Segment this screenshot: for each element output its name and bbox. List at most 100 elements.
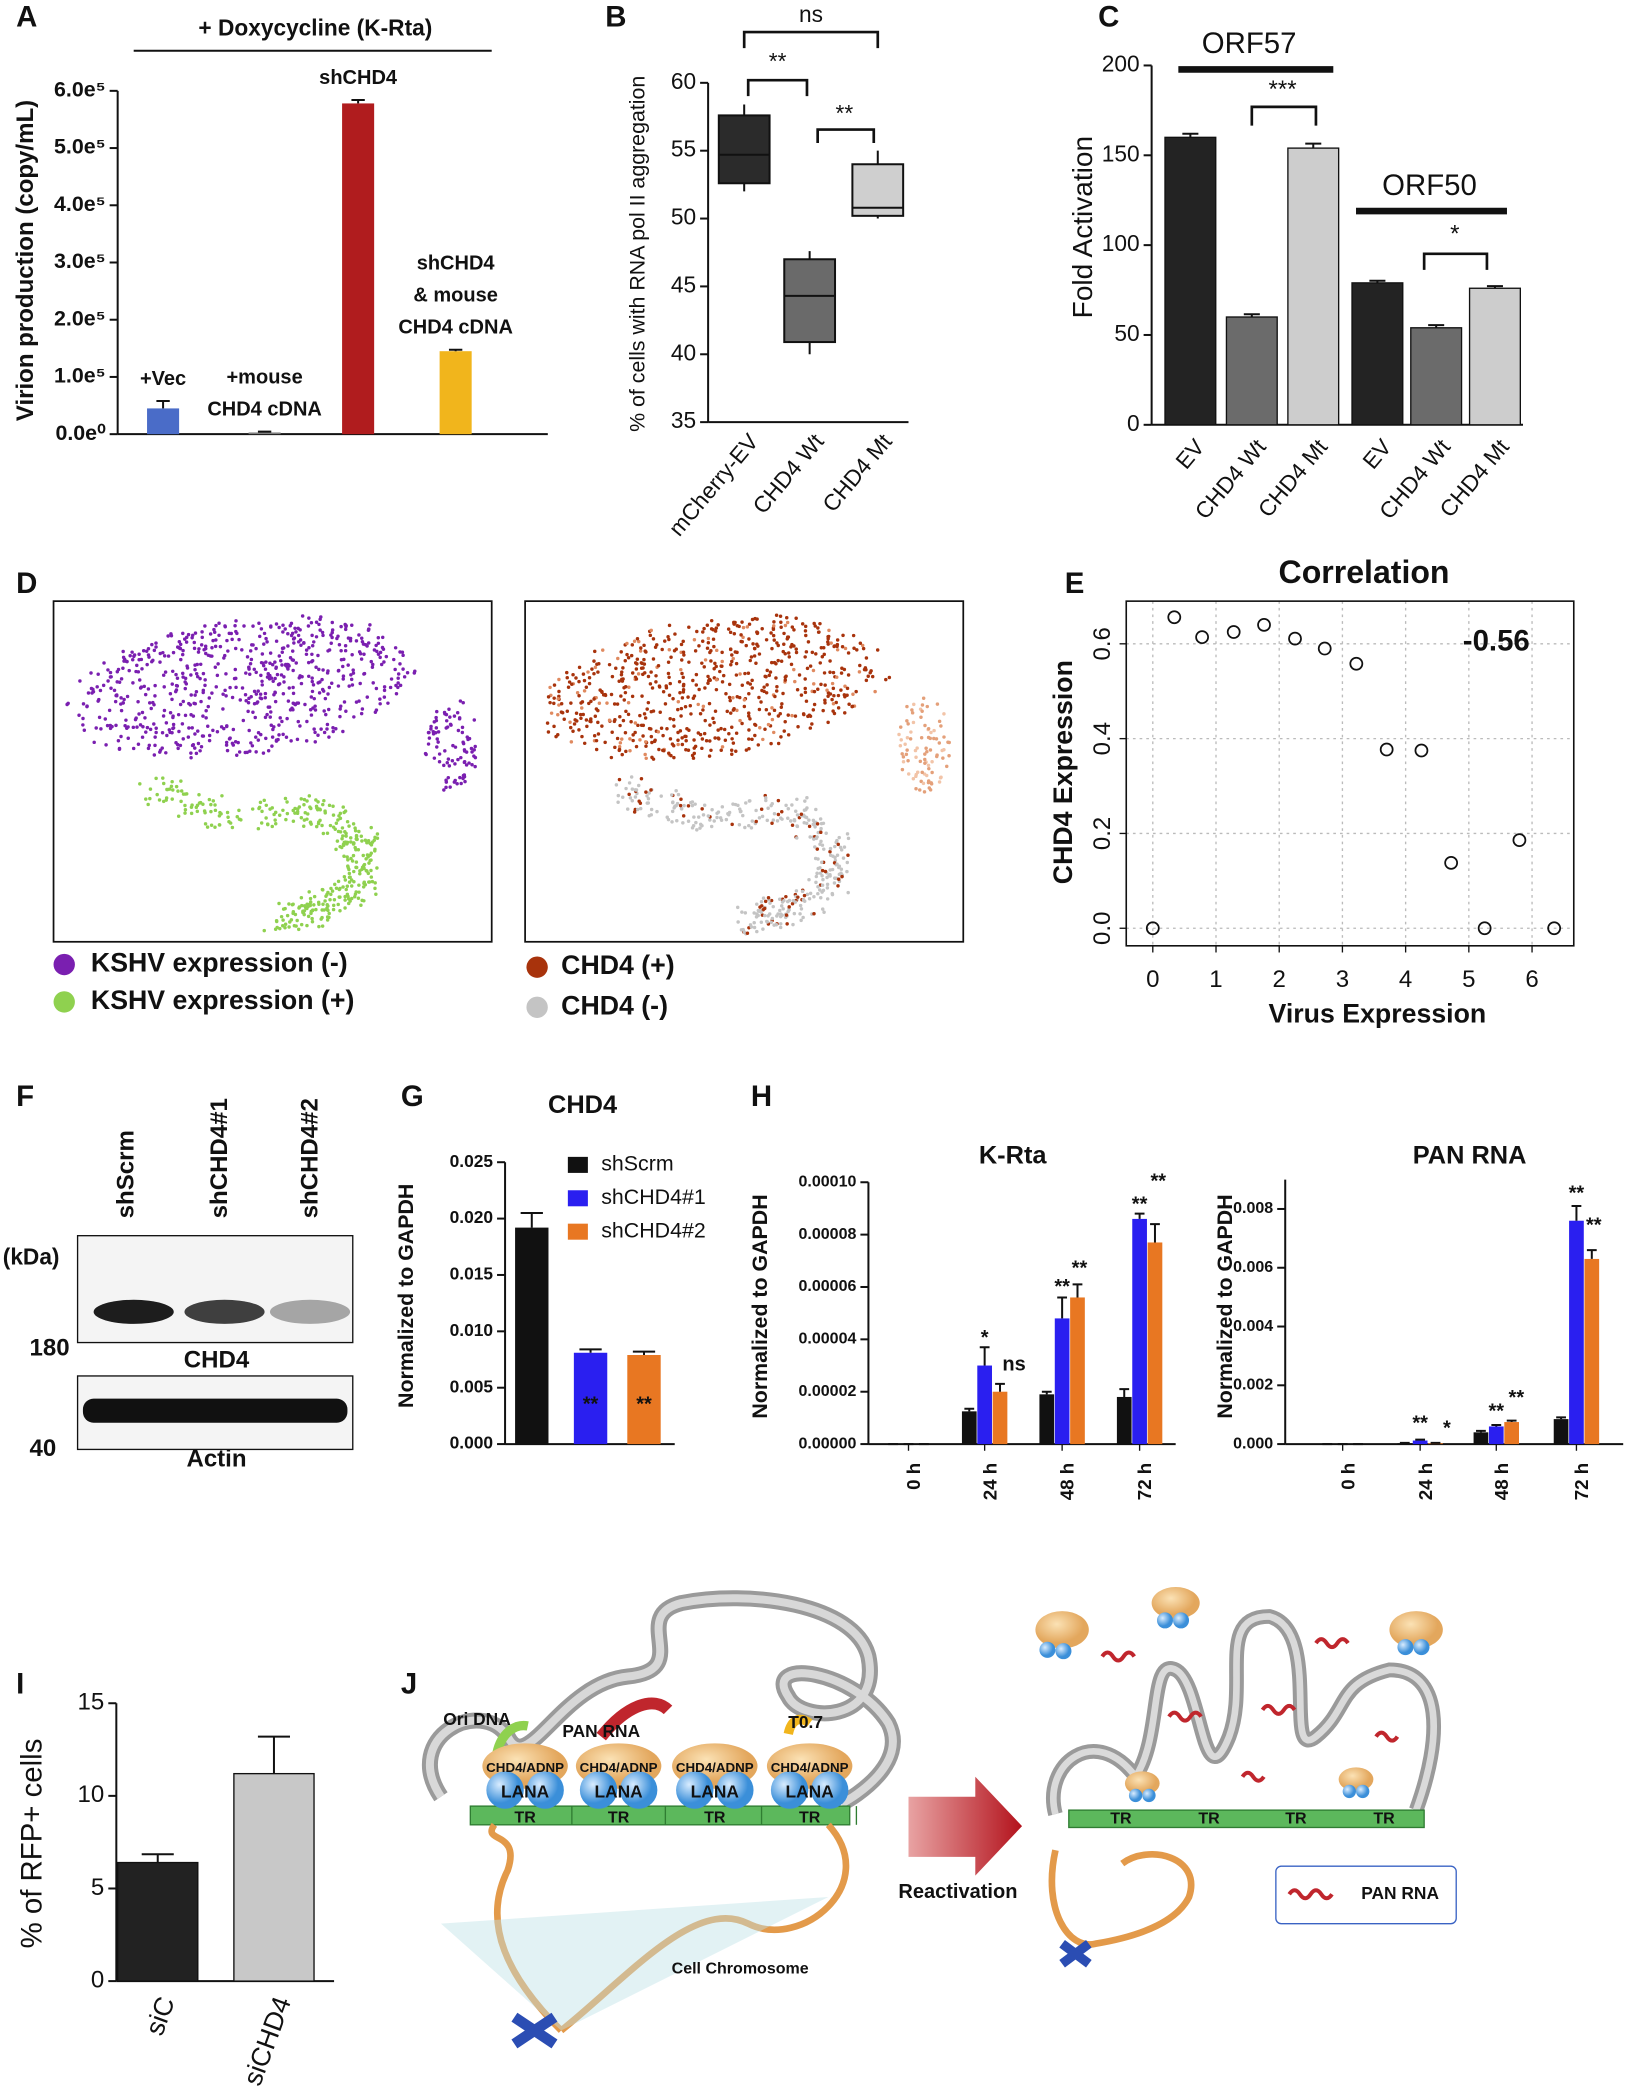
dot xyxy=(179,657,183,662)
dot xyxy=(158,748,163,752)
category-label: CHD4 cDNA xyxy=(207,399,322,421)
embedding-dots xyxy=(65,614,478,933)
legend-swatch xyxy=(567,1190,588,1207)
dot xyxy=(785,620,790,625)
dot xyxy=(349,677,354,682)
dot xyxy=(651,637,656,641)
dot xyxy=(217,633,221,638)
dot xyxy=(772,620,776,624)
dot xyxy=(822,671,827,675)
dot xyxy=(616,656,620,661)
dot xyxy=(681,675,685,680)
dot xyxy=(378,697,382,701)
dot xyxy=(680,696,685,700)
dot xyxy=(343,830,347,834)
dot xyxy=(164,798,168,802)
dot xyxy=(731,741,736,745)
dot xyxy=(448,785,452,789)
dot xyxy=(684,734,688,739)
dot xyxy=(743,825,747,830)
lana-ball xyxy=(619,1771,658,1809)
dot xyxy=(625,807,630,811)
bar xyxy=(961,1411,977,1445)
dot xyxy=(251,710,255,714)
dot xyxy=(306,624,311,628)
dot xyxy=(308,707,313,712)
dot xyxy=(905,748,909,752)
legend-marker xyxy=(53,991,75,1013)
dot xyxy=(799,693,804,697)
dot xyxy=(299,896,304,900)
dot xyxy=(596,720,600,725)
dot xyxy=(598,688,602,692)
dot xyxy=(319,917,323,921)
dot xyxy=(716,728,720,732)
dot xyxy=(669,753,673,758)
dot xyxy=(442,710,447,715)
dot xyxy=(638,713,642,718)
dot xyxy=(214,685,219,689)
dot xyxy=(827,874,831,878)
dot xyxy=(112,688,117,693)
dot xyxy=(473,764,477,769)
dot xyxy=(176,789,180,793)
dot xyxy=(694,683,699,687)
chart-title: PAN RNA xyxy=(1413,1142,1527,1170)
dot xyxy=(770,821,774,825)
annotation: ** xyxy=(1569,1183,1585,1205)
dot xyxy=(314,635,319,639)
dot xyxy=(137,712,141,716)
dot xyxy=(640,694,644,698)
dot xyxy=(106,668,110,672)
dot xyxy=(836,693,841,698)
dot xyxy=(374,892,378,897)
dot xyxy=(356,896,361,900)
dot xyxy=(675,801,680,806)
dot xyxy=(396,676,400,680)
y-tick-label: 0.000 xyxy=(450,1433,493,1453)
dot xyxy=(632,810,637,814)
y-axis-label: Normalized to GAPDH xyxy=(394,1184,418,1408)
dot xyxy=(457,717,462,721)
dot xyxy=(426,730,431,735)
bar xyxy=(977,1365,992,1445)
dot xyxy=(696,815,701,819)
dot xyxy=(769,920,773,925)
y-axis-label: % of cells with RNA pol II aggregation xyxy=(625,76,649,432)
dot xyxy=(920,703,925,707)
bar xyxy=(1468,287,1521,426)
dot xyxy=(321,668,325,672)
dot xyxy=(398,683,403,688)
dot xyxy=(676,699,681,704)
bar xyxy=(1039,1394,1055,1445)
dot xyxy=(765,668,769,673)
dot xyxy=(337,642,342,647)
dot xyxy=(808,835,812,839)
dot xyxy=(330,681,334,685)
dot xyxy=(783,623,788,628)
dot xyxy=(127,668,131,673)
dot xyxy=(649,727,653,731)
dot xyxy=(152,753,157,757)
dot xyxy=(460,725,465,730)
dot xyxy=(213,644,218,649)
dot xyxy=(601,648,605,652)
dot xyxy=(769,898,774,903)
chart-title: + Doxycycline (K-Rta) xyxy=(198,14,432,40)
dot xyxy=(262,928,266,933)
dot xyxy=(638,649,643,653)
error-bar xyxy=(1134,1212,1145,1219)
dot xyxy=(358,681,362,686)
dot xyxy=(163,670,168,674)
dot xyxy=(217,823,222,827)
dot xyxy=(320,687,325,692)
dot xyxy=(280,650,285,655)
dot xyxy=(700,639,705,644)
dot xyxy=(181,648,185,653)
dot xyxy=(792,667,796,672)
dot xyxy=(360,636,364,640)
dot xyxy=(764,798,768,803)
dot xyxy=(835,638,840,642)
dot xyxy=(919,715,923,719)
dot xyxy=(435,737,439,741)
